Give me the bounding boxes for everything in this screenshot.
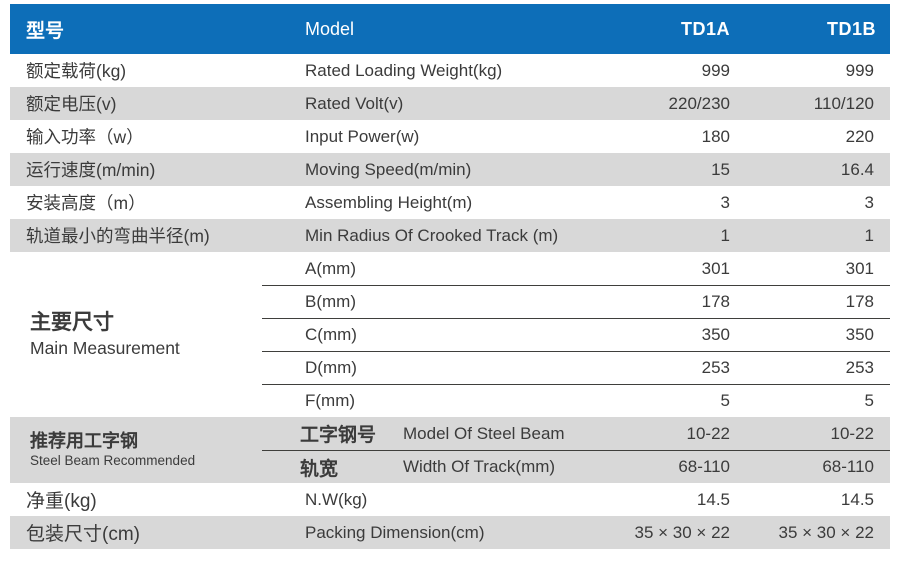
section-subrows: A(mm) 301 301 B(mm) 178 178 C(mm) 350 35… <box>262 252 890 417</box>
table-header-row: 型号 Model TD1A TD1B <box>10 4 890 54</box>
row-label-cn: 输入功率（w） <box>26 127 144 147</box>
value-td1b: 35 × 30 × 22 <box>778 522 874 542</box>
value-td1a: 14.5 <box>696 489 730 509</box>
row-label-cn: 包装尺寸(cm) <box>26 524 140 545</box>
table-row-assembling-height: 安装高度（m） Assembling Height(m) 3 3 <box>10 186 890 219</box>
header-model-en: Model <box>305 18 355 39</box>
row-label-cn: 净重(kg) <box>26 491 97 512</box>
subrow-label: F(mm) <box>305 391 356 410</box>
value-td1b: 68-110 <box>822 457 874 476</box>
header-model-td1a: TD1A <box>680 18 730 39</box>
value-td1b: 3 <box>864 192 874 212</box>
value-td1a: 253 <box>701 358 730 377</box>
subrow-dim-d: D(mm) 253 253 <box>262 351 890 384</box>
subrow-label: D(mm) <box>305 358 357 377</box>
value-td1b: 5 <box>864 391 874 410</box>
value-td1b: 350 <box>845 325 874 344</box>
row-label-en: Rated Volt(v) <box>305 93 404 113</box>
value-td1a: 178 <box>701 292 730 311</box>
table-row-rated-load: 额定载荷(kg) Rated Loading Weight(kg) 999 99… <box>10 54 890 87</box>
subrow-dim-a: A(mm) 301 301 <box>262 252 890 285</box>
row-label-en: Assembling Height(m) <box>305 192 473 212</box>
table-row-min-radius: 轨道最小的弯曲半径(m) Min Radius Of Crooked Track… <box>10 219 890 252</box>
section-subrows: 工字钢号 Model Of Steel Beam 10-22 10-22 轨宽 … <box>262 417 890 483</box>
subrow-dim-b: B(mm) 178 178 <box>262 285 890 318</box>
spec-table: 型号 Model TD1A TD1B 额定载荷(kg) Rated Loadin… <box>10 4 890 549</box>
subrow-label: C(mm) <box>305 325 357 344</box>
value-td1a: 15 <box>711 159 730 179</box>
value-td1a: 1 <box>720 225 730 245</box>
value-td1a: 5 <box>720 391 730 410</box>
value-td1b: 999 <box>845 60 874 80</box>
row-label-cn: 安装高度（m） <box>26 193 146 213</box>
subrow-dim-f: F(mm) 5 5 <box>262 384 890 417</box>
subrow-label: B(mm) <box>305 292 356 311</box>
value-td1a: 35 × 30 × 22 <box>634 522 730 542</box>
section-label-en: Steel Beam Recommended <box>30 453 196 469</box>
subrow-label: 工字钢号 Model Of Steel Beam <box>262 420 570 447</box>
row-label-en: Packing Dimension(cm) <box>305 522 485 542</box>
subrow-label: 轨宽 Width Of Track(mm) <box>262 454 570 481</box>
section-main-measurement: 主要尺寸 Main Measurement A(mm) 301 301 B(mm… <box>10 252 890 417</box>
value-td1a: 68-110 <box>678 457 730 476</box>
value-td1a: 180 <box>701 126 730 146</box>
value-td1b: 14.5 <box>840 489 874 509</box>
row-label-en: N.W(kg) <box>305 489 368 509</box>
subrow-label: A(mm) <box>305 258 356 278</box>
section-label-cn: 主要尺寸 <box>30 311 114 335</box>
section-label-en: Main Measurement <box>30 337 180 358</box>
row-label-en: Rated Loading Weight(kg) <box>305 60 503 80</box>
subrow-label-cn: 轨宽 <box>300 458 339 480</box>
subrow-dim-c: C(mm) 350 350 <box>262 318 890 351</box>
row-label-cn: 轨道最小的弯曲半径(m) <box>26 226 210 246</box>
value-td1b: 110/120 <box>813 93 874 113</box>
value-td1a: 301 <box>701 258 730 278</box>
value-td1a: 10-22 <box>686 423 730 443</box>
row-label-en: Moving Speed(m/min) <box>305 159 472 179</box>
row-label-cn: 额定载荷(kg) <box>26 61 127 81</box>
table-row-net-weight: 净重(kg) N.W(kg) 14.5 14.5 <box>10 483 890 516</box>
value-td1a: 350 <box>701 325 730 344</box>
value-td1b: 253 <box>845 358 874 377</box>
row-label-en: Min Radius Of Crooked Track (m) <box>305 225 559 245</box>
value-td1a: 220/230 <box>668 93 730 113</box>
row-label-cn: 运行速度(m/min) <box>26 160 156 180</box>
row-label-cn: 额定电压(v) <box>26 94 117 114</box>
subrow-label-en: Width Of Track(mm) <box>403 457 556 476</box>
value-td1a: 3 <box>720 192 730 212</box>
value-td1b: 220 <box>845 126 874 146</box>
section-steel-beam: 推荐用工字钢 Steel Beam Recommended 工字钢号 Model… <box>10 417 890 483</box>
header-model-cn: 型号 <box>26 20 65 42</box>
value-td1b: 178 <box>845 292 874 311</box>
row-label-en: Input Power(w) <box>305 126 420 146</box>
subrow-steel-beam-model: 工字钢号 Model Of Steel Beam 10-22 10-22 <box>262 417 890 450</box>
table-row-moving-speed: 运行速度(m/min) Moving Speed(m/min) 15 16.4 <box>10 153 890 186</box>
section-label-steel-beam: 推荐用工字钢 Steel Beam Recommended <box>10 417 262 483</box>
section-label-main-measurement: 主要尺寸 Main Measurement <box>10 252 262 417</box>
subrow-track-width: 轨宽 Width Of Track(mm) 68-110 68-110 <box>262 450 890 483</box>
subrow-label-cn: 工字钢号 <box>300 425 377 446</box>
value-td1b: 10-22 <box>830 423 874 443</box>
value-td1a: 999 <box>701 60 730 80</box>
table-row-packing-dimension: 包装尺寸(cm) Packing Dimension(cm) 35 × 30 ×… <box>10 516 890 549</box>
table-row-input-power: 输入功率（w） Input Power(w) 180 220 <box>10 120 890 153</box>
value-td1b: 16.4 <box>840 159 874 179</box>
section-label-cn: 推荐用工字钢 <box>30 430 138 451</box>
value-td1b: 1 <box>864 225 874 245</box>
value-td1b: 301 <box>845 258 874 278</box>
subrow-label-en: Model Of Steel Beam <box>403 423 565 443</box>
header-model-td1b: TD1B <box>826 18 876 39</box>
table-row-rated-volt: 额定电压(v) Rated Volt(v) 220/230 110/120 <box>10 87 890 120</box>
